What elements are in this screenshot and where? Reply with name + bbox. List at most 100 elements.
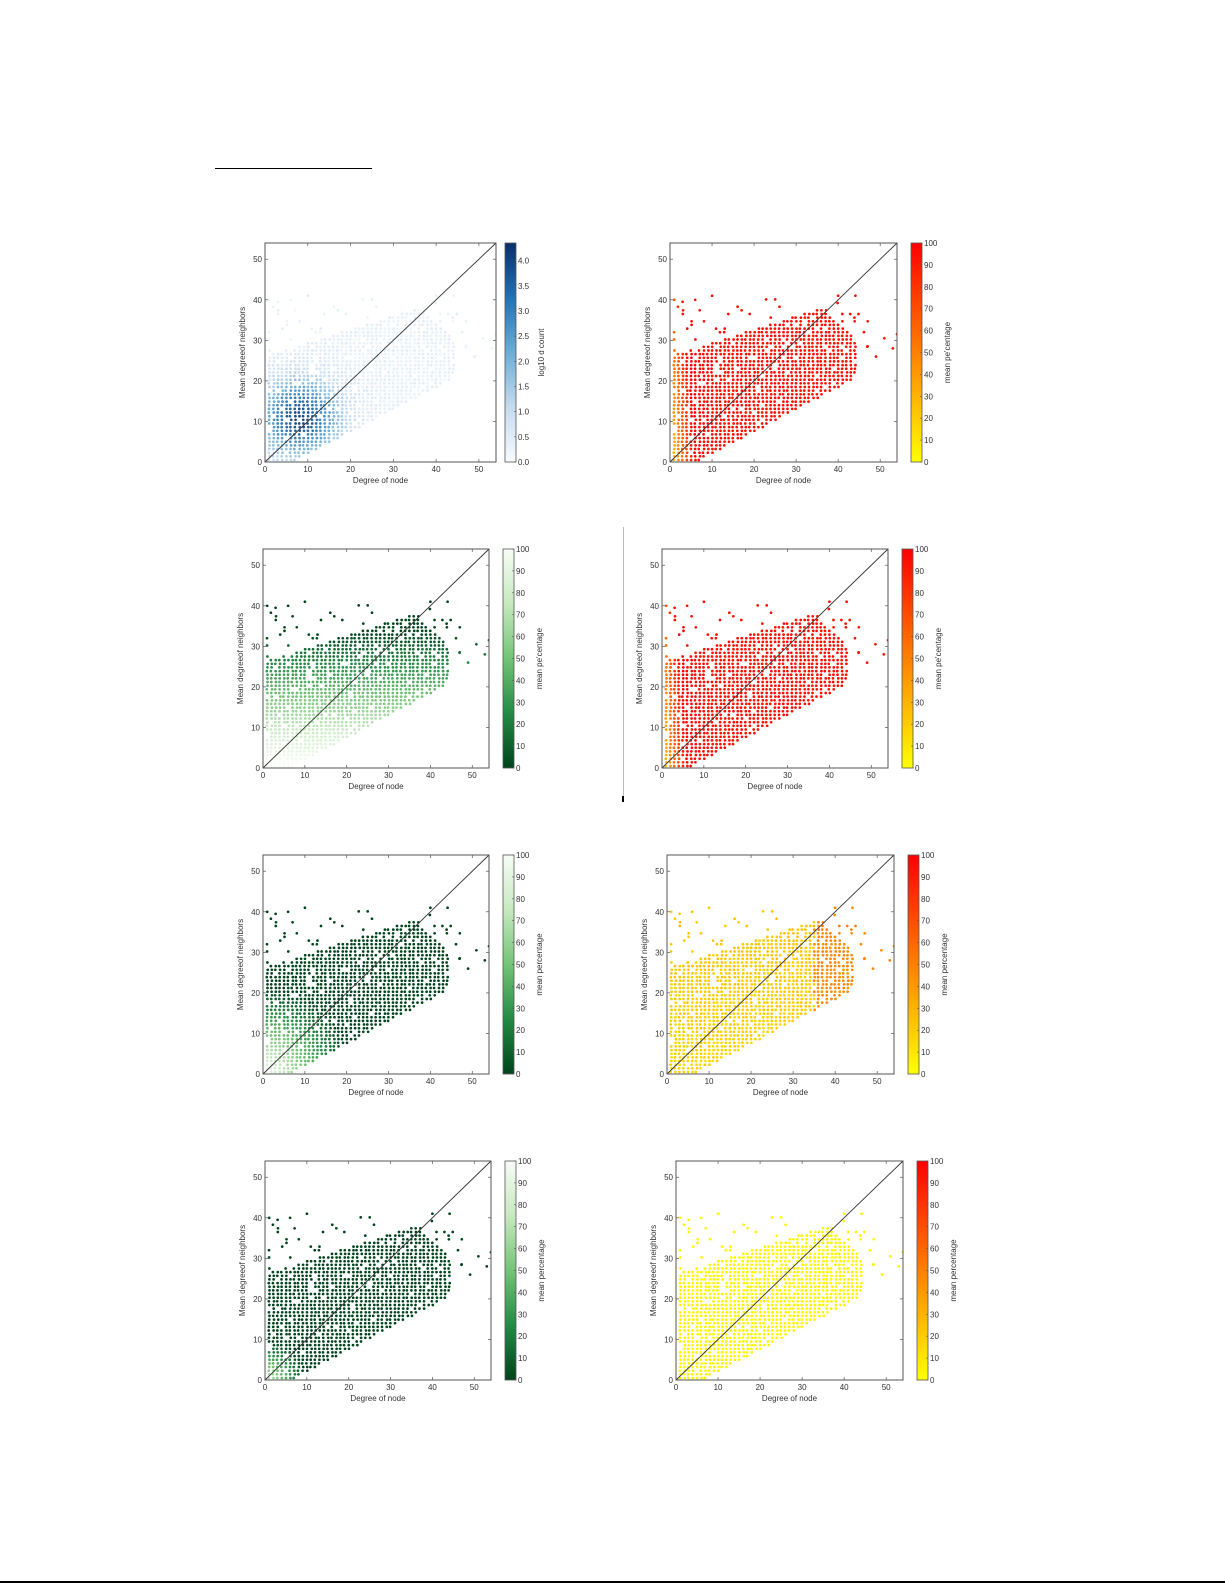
y-tick-label: 20 bbox=[658, 377, 667, 386]
y-axis-label: Mean degreeof neighbors bbox=[236, 613, 245, 704]
x-axis-label: Degree of node bbox=[350, 1394, 406, 1403]
x-axis: 0 10 20 30 40 50 bbox=[261, 855, 477, 1086]
colorbar-tick-label: 0 bbox=[516, 764, 521, 773]
colorbar-tick-label: 100 bbox=[921, 851, 935, 860]
x-tick-label: 0 bbox=[668, 465, 673, 474]
x-axis-label: Degree of node bbox=[756, 476, 812, 485]
colorbar-tick-label: 50 bbox=[516, 655, 525, 664]
chart-panel-7: 0 10 20 30 40 50 0 10 20 30 40 50 Degree of node Mean… bbox=[220, 1151, 566, 1410]
x-tick-label: 40 bbox=[428, 1383, 437, 1392]
y-axis-label: Mean degreeof neighbors bbox=[236, 919, 245, 1010]
axes-frame bbox=[264, 1160, 492, 1381]
y-axis: 0 10 20 30 40 50 bbox=[664, 1173, 903, 1385]
y-axis-label: Mean degreeof neighbors bbox=[238, 1225, 247, 1316]
colorbar-tick-label: 40 bbox=[915, 676, 924, 685]
y-tick-label: 40 bbox=[664, 1214, 673, 1223]
colorbar-tick-label: 40 bbox=[516, 982, 525, 991]
y-tick-label: 0 bbox=[663, 458, 668, 467]
x-tick-label: 40 bbox=[426, 771, 435, 780]
colorbar-tick-label: 80 bbox=[518, 1201, 527, 1210]
colorbar-tick-label: 90 bbox=[516, 873, 525, 882]
x-tick-label: 0 bbox=[674, 1383, 679, 1392]
y-tick-label: 50 bbox=[650, 561, 659, 570]
x-tick-label: 0 bbox=[263, 1383, 268, 1392]
colorbar-tick-label: 40 bbox=[924, 370, 933, 379]
data-points bbox=[669, 906, 894, 1074]
data-points bbox=[267, 294, 496, 462]
x-tick-label: 50 bbox=[876, 465, 885, 474]
diagonal-reference-line bbox=[262, 548, 490, 769]
colorbar-tick-label: 2.5 bbox=[518, 332, 530, 341]
y-tick-label: 20 bbox=[251, 683, 260, 692]
x-tick-label: 50 bbox=[873, 1077, 882, 1086]
x-tick-label: 0 bbox=[660, 771, 665, 780]
colorbar-label: mean pe'centage bbox=[943, 321, 952, 383]
axes-frame bbox=[262, 854, 490, 1075]
footer-rule bbox=[0, 1581, 1225, 1583]
y-tick-label: 50 bbox=[655, 867, 664, 876]
y-tick-label: 10 bbox=[655, 1029, 664, 1038]
colorbar-tick-label: 10 bbox=[924, 436, 933, 445]
colorbar: 0 10 20 30 40 50 60 70 80 90 100 mean pe'centage bbox=[910, 239, 952, 467]
chart-panel-3: 0 10 20 30 40 50 0 10 20 30 40 50 Degree of node Mean… bbox=[218, 539, 564, 798]
data-points bbox=[267, 1212, 491, 1380]
colorbar: 0 10 20 30 40 50 60 70 80 90 100 mean percentage bbox=[504, 1157, 546, 1385]
axes-frame bbox=[661, 548, 889, 769]
y-tick-label: 10 bbox=[664, 1335, 673, 1344]
colorbar-tick-label: 10 bbox=[915, 742, 924, 751]
y-tick-label: 50 bbox=[658, 255, 667, 264]
y-tick-label: 10 bbox=[650, 723, 659, 732]
y-axis: 0 10 20 30 40 50 bbox=[253, 1173, 491, 1385]
colorbar-label: mean percentage bbox=[940, 933, 949, 996]
colorbar-tick-label: 10 bbox=[518, 1354, 527, 1363]
colorbar-tick-label: 10 bbox=[930, 1354, 939, 1363]
colorbar-label: log10 d count bbox=[537, 328, 546, 377]
colorbar-tick-label: 0.0 bbox=[518, 458, 530, 467]
x-tick-label: 20 bbox=[747, 1077, 756, 1086]
colorbar-tick-label: 50 bbox=[921, 961, 930, 970]
colorbar-tick-label: 20 bbox=[516, 1026, 525, 1035]
x-tick-label: 50 bbox=[468, 1077, 477, 1086]
colorbar-tick-label: 10 bbox=[921, 1048, 930, 1057]
x-tick-label: 40 bbox=[840, 1383, 849, 1392]
data-points bbox=[265, 906, 489, 1074]
axes-frame bbox=[264, 242, 497, 463]
x-tick-label: 50 bbox=[468, 771, 477, 780]
colorbar: 0.0 0.5 1.0 1.5 2.0 2.5 3.0 3.5 4.0 log10 d count bbox=[504, 242, 546, 467]
colorbar-tick-label: 80 bbox=[516, 895, 525, 904]
colorbar-tick-label: 70 bbox=[518, 1223, 527, 1232]
colorbar-tick-label: 90 bbox=[915, 567, 924, 576]
colorbar-tick-label: 50 bbox=[516, 961, 525, 970]
colorbar-tick-label: 1.0 bbox=[518, 408, 530, 417]
y-axis-label: Mean degreeof neighbors bbox=[649, 1225, 658, 1316]
y-tick-label: 10 bbox=[658, 417, 667, 426]
y-tick-label: 40 bbox=[251, 908, 260, 917]
y-axis: 0 10 20 30 40 50 bbox=[251, 867, 489, 1079]
y-tick-label: 10 bbox=[251, 723, 260, 732]
x-tick-label: 30 bbox=[798, 1383, 807, 1392]
x-tick-label: 30 bbox=[384, 1077, 393, 1086]
colorbar-tick-label: 20 bbox=[924, 414, 933, 423]
colorbar-label: mean percentage bbox=[537, 1239, 546, 1302]
colorbar-tick-label: 0 bbox=[516, 1070, 521, 1079]
x-tick-label: 50 bbox=[867, 771, 876, 780]
colorbar-tick-label: 2.0 bbox=[518, 357, 530, 366]
y-axis-label: Mean degreeof neighbors bbox=[643, 307, 652, 398]
y-axis: 0 10 20 30 40 50 bbox=[655, 867, 894, 1079]
colorbar-tick-label: 70 bbox=[924, 305, 933, 314]
colorbar-tick-label: 90 bbox=[924, 261, 933, 270]
y-tick-label: 10 bbox=[253, 1335, 262, 1344]
x-axis-label: Degree of node bbox=[753, 1088, 809, 1097]
colorbar-tick-label: 70 bbox=[915, 611, 924, 620]
x-axis: 0 10 20 30 40 50 bbox=[674, 1161, 891, 1392]
x-tick-label: 10 bbox=[300, 1077, 309, 1086]
colorbar-tick-label: 100 bbox=[518, 1157, 532, 1166]
colorbar-tick-label: 60 bbox=[930, 1245, 939, 1254]
x-tick-label: 0 bbox=[665, 1077, 670, 1086]
y-axis: 0 10 20 30 40 50 bbox=[658, 255, 897, 467]
x-tick-label: 10 bbox=[303, 465, 312, 474]
x-tick-label: 30 bbox=[789, 1077, 798, 1086]
y-tick-label: 10 bbox=[251, 1029, 260, 1038]
colorbar-tick-label: 90 bbox=[921, 873, 930, 882]
colorbar-tick-label: 4.0 bbox=[518, 257, 530, 266]
